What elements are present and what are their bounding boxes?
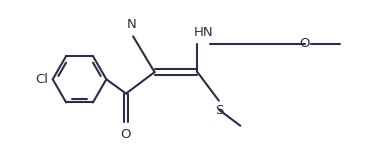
Text: HN: HN: [194, 26, 213, 39]
Text: Cl: Cl: [35, 73, 49, 86]
Text: N: N: [126, 18, 136, 31]
Text: O: O: [299, 37, 310, 50]
Text: S: S: [215, 104, 223, 117]
Text: O: O: [121, 128, 131, 141]
